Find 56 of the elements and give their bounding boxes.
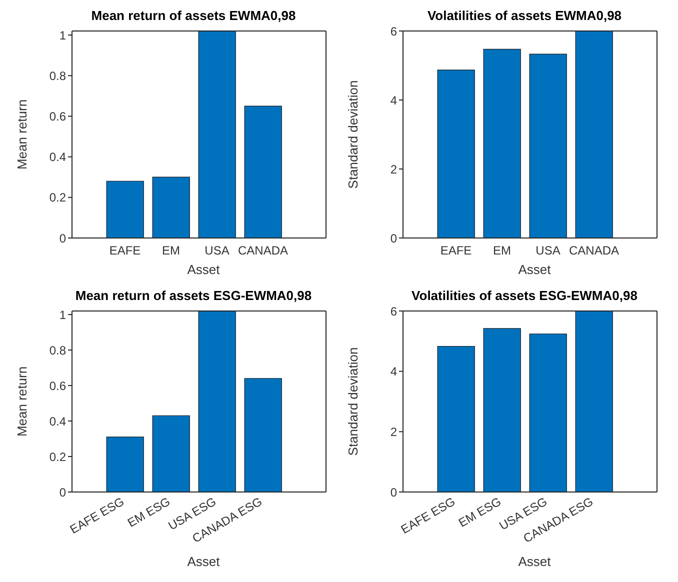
x-tick-label: EAFE xyxy=(109,244,141,258)
y-tick-label: 4 xyxy=(390,364,398,379)
bar xyxy=(529,334,567,492)
y-tick-label: 0.8 xyxy=(49,68,66,83)
y-tick-label: 1 xyxy=(59,308,66,322)
bar xyxy=(152,176,190,238)
chart-title: Volatilities of assets EWMA0,98 xyxy=(426,8,623,23)
chart-title: Mean return of assets EWMA0,98 xyxy=(90,8,297,23)
y-tick-label: 0.4 xyxy=(49,414,66,428)
bar xyxy=(437,346,475,492)
x-tick-label: EAFE xyxy=(440,244,472,258)
bar xyxy=(244,106,282,238)
bar xyxy=(483,48,521,238)
x-tick-label: CANADA xyxy=(238,244,288,258)
bar xyxy=(198,31,236,238)
x-tick-label: USA xyxy=(536,244,560,258)
bar xyxy=(106,436,144,492)
y-tick-label: 0 xyxy=(59,485,66,500)
y-tick-label: 0 xyxy=(390,485,398,500)
x-axis-title: Asset xyxy=(517,262,552,277)
bar xyxy=(244,378,282,492)
y-axis-title: Mean return xyxy=(14,366,30,437)
bar xyxy=(437,70,475,238)
bar xyxy=(106,180,144,238)
y-tick-label: 1 xyxy=(59,28,66,42)
y-axis-title: Standard deviation xyxy=(346,347,361,456)
x-tick-label: EM xyxy=(162,244,180,258)
x-tick-label: USA xyxy=(204,244,230,258)
bar xyxy=(198,311,236,492)
y-tick-label: 0.2 xyxy=(49,450,66,464)
x-tick-label: EM xyxy=(493,244,512,258)
bar xyxy=(575,31,613,238)
y-tick-label: 0.4 xyxy=(49,150,66,164)
x-axis-title: Asset xyxy=(186,554,221,569)
y-tick-label: 2 xyxy=(390,424,398,439)
x-axis-title: Asset xyxy=(517,554,552,569)
bar xyxy=(483,328,521,492)
bar xyxy=(152,415,190,492)
y-tick-label: 0.2 xyxy=(49,190,66,205)
y-axis-title: Standard deviation xyxy=(346,80,361,189)
chart-title: Volatilities of assets ESG-EWMA0,98 xyxy=(410,288,638,303)
x-tick-label: CANADA xyxy=(568,244,620,258)
chart-title: Mean return of assets ESG-EWMA0,98 xyxy=(74,288,313,303)
y-tick-label: 0.8 xyxy=(49,343,66,358)
y-tick-label: 6 xyxy=(390,24,398,38)
y-tick-label: 6 xyxy=(390,304,398,318)
bar xyxy=(529,54,567,238)
y-tick-label: 0.6 xyxy=(49,109,66,124)
x-axis-title: Asset xyxy=(186,262,221,277)
y-tick-label: 0 xyxy=(59,231,66,246)
y-tick-label: 0.6 xyxy=(49,378,66,393)
y-tick-label: 4 xyxy=(390,93,398,108)
y-axis-title: Mean return xyxy=(14,99,30,170)
y-tick-label: 0 xyxy=(390,231,398,246)
y-tick-label: 2 xyxy=(390,162,398,176)
bar xyxy=(575,311,613,492)
